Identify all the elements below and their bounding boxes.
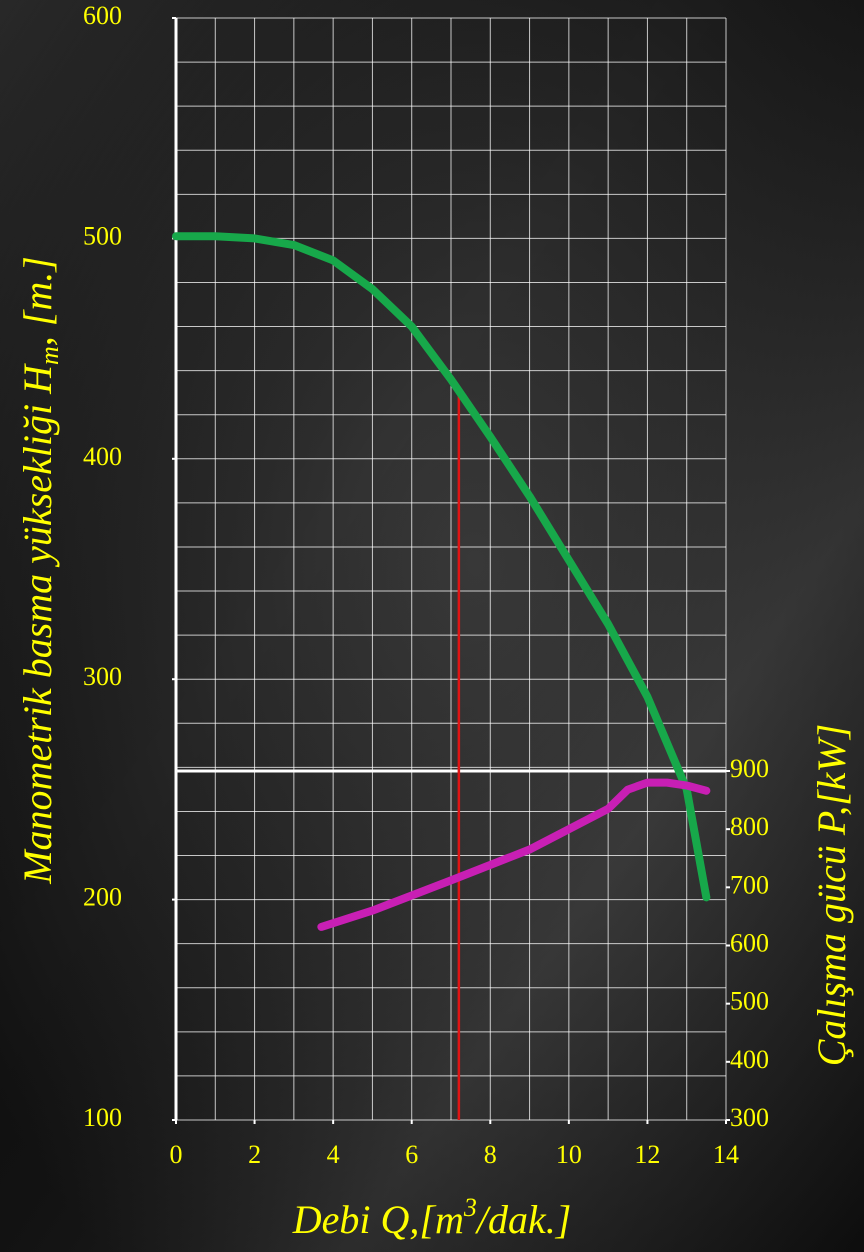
y2-tick-label: 300 [730, 1103, 769, 1132]
y-tick-label: 100 [83, 1103, 122, 1132]
x-tick-label: 4 [327, 1140, 340, 1169]
page: {"chart_data": { "type": "line", "x_labe… [0, 0, 864, 1252]
y-tick-label: 600 [83, 1, 122, 30]
x-tick-label: 10 [556, 1140, 582, 1169]
x-tick-label: 6 [405, 1140, 418, 1169]
chart: Debi Q,[m3/dak.] Manometrik basma yüksek… [0, 0, 864, 1252]
y-tick-label: 300 [83, 662, 122, 691]
x-tick-label: 2 [248, 1140, 261, 1169]
x-tick-label: 12 [634, 1140, 660, 1169]
y-tick-label: 400 [83, 442, 122, 471]
y-tick-label: 500 [83, 221, 122, 250]
y2-tick-label: 400 [730, 1045, 769, 1074]
y-title-tail: , [m.] [15, 256, 60, 346]
y2-tick-label: 600 [730, 928, 769, 957]
y-title-sub: m [35, 346, 64, 365]
y-title-text: Manometrik basma yüksekliği H [15, 363, 60, 885]
y2-axis-title: Çalışma gücü P,[kW] [809, 724, 854, 1067]
y2-tick-label: 900 [730, 754, 769, 783]
y2-tick-label: 700 [730, 870, 769, 899]
x-title-tail: /dak.] [475, 1197, 571, 1242]
y-tick-label: 200 [83, 883, 122, 912]
y2-tick-label: 800 [730, 812, 769, 841]
x-tick-label: 14 [713, 1140, 739, 1169]
x-title-sup: 3 [463, 1193, 477, 1222]
x-tick-label: 0 [170, 1140, 183, 1169]
x-title-text: Debi Q,[m [292, 1197, 464, 1242]
x-axis-title: Debi Q,[m3/dak.] [292, 1193, 572, 1242]
x-tick-label: 8 [484, 1140, 497, 1169]
y2-tick-label: 500 [730, 987, 769, 1016]
